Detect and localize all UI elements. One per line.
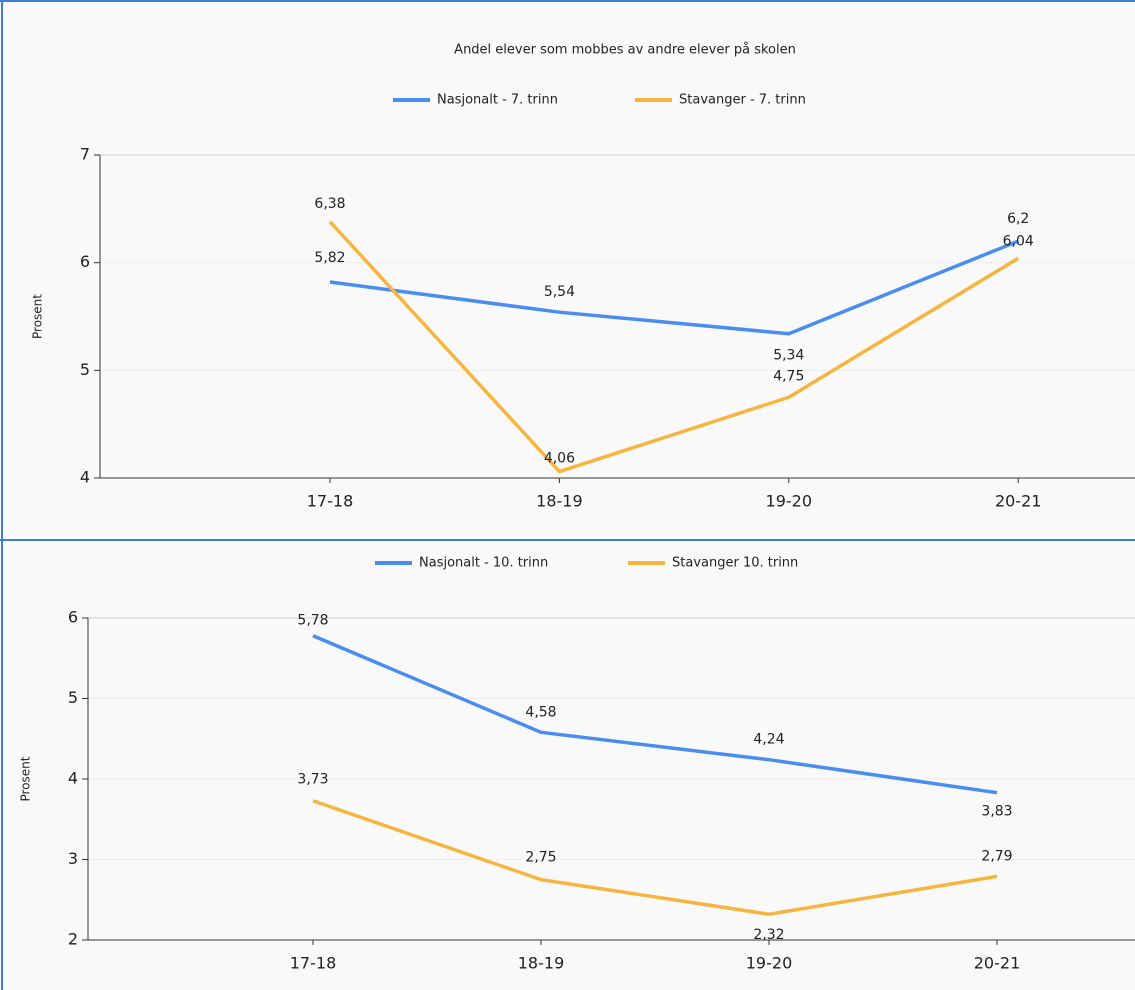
series-line bbox=[312, 799, 998, 916]
x-tick-label: 18-19 bbox=[518, 954, 565, 973]
data-label: 5,82 bbox=[314, 250, 345, 266]
data-label: 5,78 bbox=[297, 613, 328, 629]
y-tick-label: 4 bbox=[80, 468, 90, 487]
y-axis-label: Prosent bbox=[31, 294, 45, 339]
x-tick-label: 20-21 bbox=[995, 492, 1042, 511]
series-line bbox=[328, 220, 1020, 474]
legend-label: Stavanger - 7. trinn bbox=[679, 93, 806, 108]
x-tick-label: 18-19 bbox=[536, 492, 583, 511]
y-tick-label: 4 bbox=[68, 769, 78, 788]
y-axis-label: Prosent bbox=[19, 756, 33, 801]
x-tick-label: 17-18 bbox=[290, 954, 337, 973]
x-tick-label: 19-20 bbox=[746, 954, 793, 973]
data-label: 3,83 bbox=[981, 804, 1012, 820]
data-label: 2,75 bbox=[525, 850, 556, 866]
data-label: 4,06 bbox=[544, 451, 575, 467]
data-label: 3,73 bbox=[297, 772, 328, 788]
y-tick-label: 2 bbox=[68, 930, 78, 949]
y-tick-label: 7 bbox=[80, 145, 90, 164]
y-tick-label: 5 bbox=[80, 360, 90, 379]
data-label: 4,75 bbox=[773, 368, 804, 384]
x-tick-label: 17-18 bbox=[307, 492, 354, 511]
y-tick-label: 6 bbox=[68, 608, 78, 627]
data-label: 2,79 bbox=[981, 848, 1012, 864]
y-tick-label: 3 bbox=[68, 849, 78, 868]
data-label: 4,24 bbox=[753, 732, 784, 748]
data-label: 2,32 bbox=[753, 927, 784, 943]
data-label: 4,58 bbox=[525, 704, 556, 720]
x-tick-label: 20-21 bbox=[974, 954, 1021, 973]
chart-title: Andel elever som mobbes av andre elever … bbox=[454, 43, 796, 58]
y-tick-label: 5 bbox=[68, 688, 78, 707]
data-label: 5,54 bbox=[544, 284, 575, 300]
legend-label: Stavanger 10. trinn bbox=[672, 556, 798, 571]
data-label: 6,38 bbox=[314, 196, 345, 212]
x-tick-label: 19-20 bbox=[766, 492, 813, 511]
legend-label: Nasjonalt - 10. trinn bbox=[419, 556, 548, 571]
legend-label: Nasjonalt - 7. trinn bbox=[437, 93, 558, 108]
data-label: 5,34 bbox=[773, 348, 804, 364]
series-line bbox=[312, 634, 998, 795]
data-label: 6,2 bbox=[1007, 211, 1029, 227]
data-label: 6,04 bbox=[1003, 233, 1034, 249]
series-line bbox=[329, 239, 1019, 336]
y-tick-label: 6 bbox=[80, 252, 90, 271]
